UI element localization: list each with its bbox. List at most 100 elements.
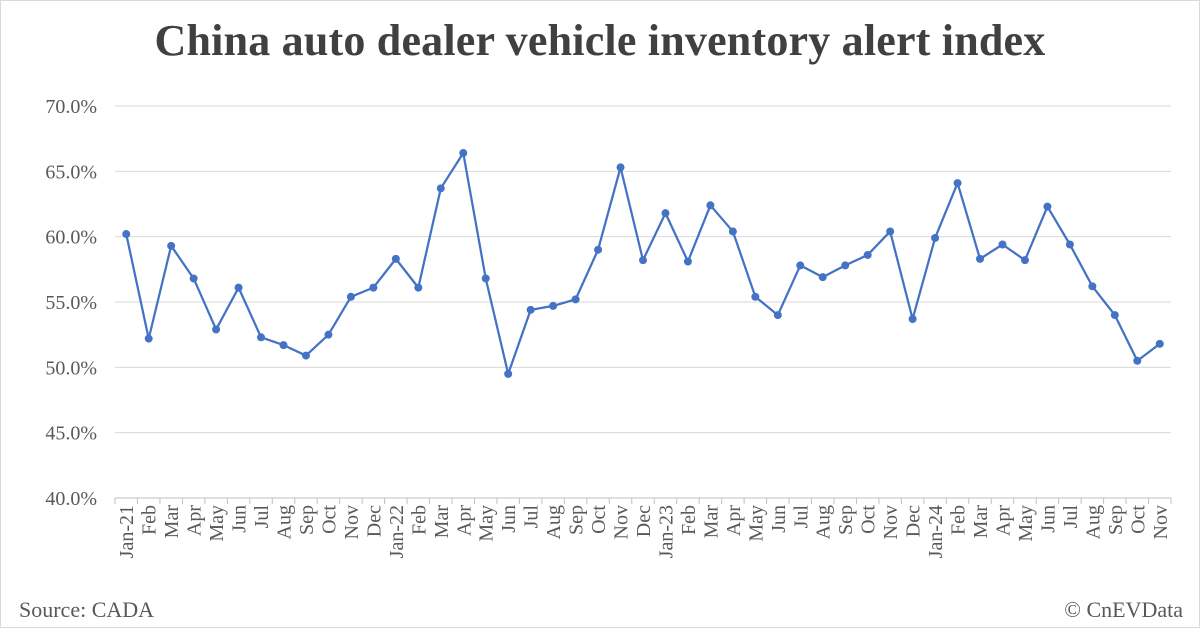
x-tick-label: Aug <box>274 505 296 539</box>
data-point <box>1020 256 1029 265</box>
x-tick-label: Jun <box>229 505 251 533</box>
data-point <box>773 311 782 320</box>
data-point <box>976 254 985 263</box>
x-tick-label: Feb <box>139 505 161 535</box>
x-tick-label: Aug <box>813 505 835 539</box>
data-point <box>1065 240 1074 249</box>
x-tick-label: Jul <box>521 505 543 529</box>
x-tick-label: Sep <box>566 505 588 535</box>
data-point <box>841 261 850 270</box>
x-tick-label: Jul <box>251 505 273 529</box>
x-tick-label: Nov <box>341 505 363 539</box>
data-point <box>459 149 468 158</box>
x-axis-tick-labels: Jan-21 Feb Mar Apr May Jun Jul Aug Sep Oct Nov Dec J… <box>116 505 1172 559</box>
x-tick-label: Oct <box>1127 505 1149 534</box>
credit-note: © CnEVData <box>1064 597 1183 622</box>
data-point <box>818 273 827 282</box>
x-tick-label: Feb <box>408 505 430 535</box>
data-point <box>144 334 153 343</box>
x-tick-label: Jun <box>1037 505 1059 533</box>
x-tick-label: May <box>476 505 498 542</box>
data-point <box>549 301 558 310</box>
data-point <box>594 245 603 254</box>
source-note: Source: CADA <box>19 597 155 622</box>
y-tick-label: 50.0% <box>45 357 97 379</box>
data-point <box>189 274 198 283</box>
x-tick-label: Aug <box>543 505 565 539</box>
data-point <box>863 250 872 259</box>
data-point <box>953 179 962 188</box>
x-tick-label: Apr <box>992 505 1014 536</box>
series-points <box>122 149 1164 378</box>
data-point <box>1133 356 1142 365</box>
data-point <box>998 240 1007 249</box>
x-tick-label: Sep <box>835 505 857 535</box>
data-point <box>728 227 737 236</box>
x-tick-label: Mar <box>431 505 453 539</box>
x-tick-label: Nov <box>1150 505 1172 539</box>
y-axis-tick-labels: 40.0% 45.0% 50.0% 55.0% 60.0% 65.0% 70.0% <box>45 96 97 510</box>
data-point <box>301 351 310 360</box>
data-point <box>414 283 423 292</box>
data-point <box>751 292 760 301</box>
data-point <box>1088 282 1097 291</box>
y-tick-label: 65.0% <box>45 161 97 183</box>
x-tick-label: Dec <box>363 505 385 537</box>
data-point <box>571 295 580 304</box>
x-tick-label: Nov <box>611 505 633 539</box>
gridlines <box>114 105 1172 504</box>
data-point <box>796 261 805 270</box>
data-point <box>526 305 535 314</box>
data-point <box>639 256 647 265</box>
data-point <box>1043 202 1052 211</box>
x-tick-label: Jun <box>768 505 790 533</box>
x-tick-label: Sep <box>296 505 318 535</box>
x-tick-label: Jul <box>790 505 812 529</box>
data-point <box>908 314 917 323</box>
data-point <box>1155 339 1164 348</box>
data-point <box>661 209 670 218</box>
y-tick-label: 55.0% <box>45 292 97 314</box>
data-point <box>391 254 400 263</box>
x-tick-label: Feb <box>678 505 700 535</box>
x-tick-label: Nov <box>880 505 902 539</box>
data-point <box>369 283 378 292</box>
x-tick-label: Sep <box>1105 505 1127 535</box>
data-point <box>279 341 288 350</box>
data-point <box>167 241 176 250</box>
data-point <box>504 369 513 378</box>
data-point <box>1110 311 1119 320</box>
x-tick-label: Dec <box>903 505 925 537</box>
data-point <box>706 201 715 210</box>
x-tick-label: Oct <box>588 505 610 534</box>
data-point <box>346 292 355 301</box>
x-tick-label: Jan-23 <box>655 505 677 558</box>
x-tick-label: Jan-21 <box>116 505 138 558</box>
x-tick-label: Aug <box>1082 505 1104 539</box>
x-tick-label: May <box>1015 505 1037 542</box>
data-point <box>616 163 625 172</box>
x-tick-label: May <box>745 505 767 542</box>
data-point <box>886 227 895 236</box>
data-point <box>683 257 692 266</box>
data-point <box>324 330 333 339</box>
x-tick-label: Jan-24 <box>925 505 947 558</box>
data-point <box>234 283 243 292</box>
x-tick-label: Mar <box>970 505 992 539</box>
data-point <box>481 274 490 283</box>
y-tick-label: 40.0% <box>45 488 97 510</box>
x-tick-label: Feb <box>948 505 970 535</box>
x-tick-label: Apr <box>723 505 745 536</box>
y-tick-label: 70.0% <box>45 96 97 118</box>
data-point <box>257 333 266 342</box>
x-tick-label: Jan-22 <box>386 505 408 558</box>
x-tick-label: Oct <box>858 505 880 534</box>
x-tick-label: Mar <box>161 505 183 539</box>
x-tick-label: Apr <box>453 505 475 536</box>
x-tick-label: Jun <box>498 505 520 533</box>
x-tick-label: Apr <box>184 505 206 536</box>
x-tick-label: Dec <box>633 505 655 537</box>
data-point <box>436 184 445 193</box>
y-tick-label: 60.0% <box>45 227 97 249</box>
